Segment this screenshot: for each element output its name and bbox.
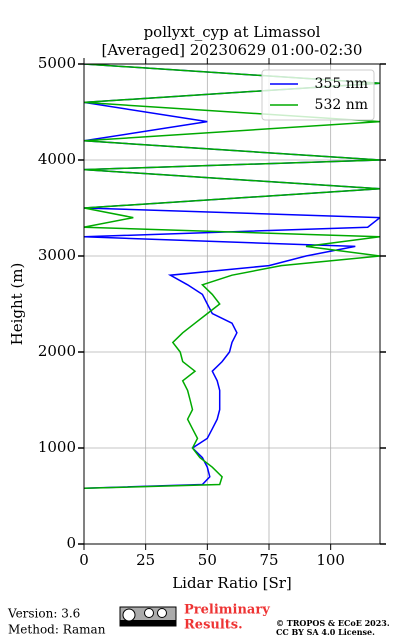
y-axis-label: Height (m) (8, 263, 26, 346)
y-tick-label: 2000 (38, 342, 76, 360)
footer-version: Version: 3.6 (7, 607, 80, 621)
preliminary-label: Preliminary (184, 603, 270, 618)
data-line (84, 64, 380, 490)
y-tick-label: 4000 (38, 150, 76, 168)
preliminary-label: Results. (184, 618, 243, 633)
cc-badge (119, 606, 177, 627)
chart-title: pollyxt_cyp at Limassol (144, 23, 321, 41)
copyright: © TROPOS & ECoE 2023. (276, 618, 390, 628)
y-tick-label: 5000 (38, 54, 76, 72)
x-tick-label: 100 (316, 551, 345, 569)
chart-subtitle: [Averaged] 20230629 01:00-02:30 (102, 41, 363, 59)
legend-label: 532 nm (315, 97, 368, 113)
license: CC BY SA 4.0 License. (276, 627, 375, 637)
legend-label: 355 nm (315, 76, 368, 92)
plot-frame (83, 63, 381, 545)
x-tick-label: 75 (259, 551, 278, 569)
footer-method: Method: Raman (8, 623, 106, 637)
data-line (84, 64, 380, 490)
x-tick-label: 0 (79, 551, 89, 569)
x-tick-label: 50 (198, 551, 217, 569)
y-tick-label: 3000 (38, 246, 76, 264)
x-tick-label: 25 (136, 551, 155, 569)
plot-area (84, 64, 380, 490)
legend-box (261, 69, 375, 121)
y-tick-label: 1000 (38, 438, 76, 456)
x-axis-label: Lidar Ratio [Sr] (172, 574, 292, 592)
y-tick-label: 0 (66, 534, 76, 552)
